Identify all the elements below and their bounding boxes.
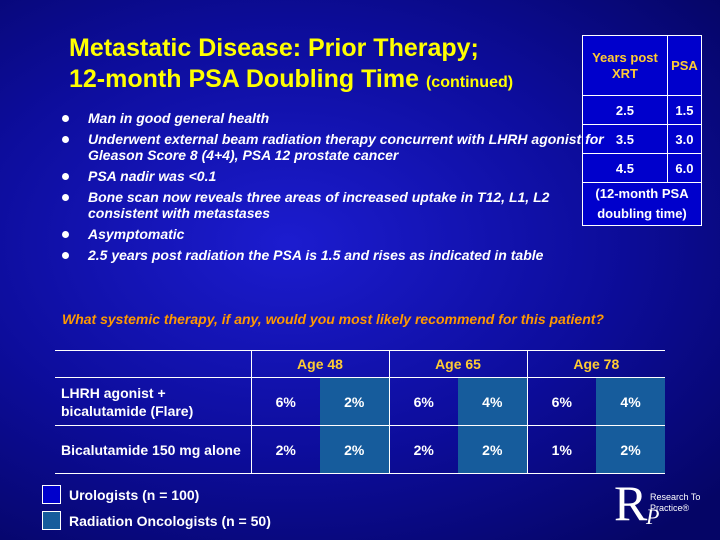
bullet-item: PSA nadir was <0.1 xyxy=(62,168,622,184)
slide-title: Metastatic Disease: Prior Therapy; 12-mo… xyxy=(69,33,569,98)
urologist-value: 1% xyxy=(526,425,597,474)
psa-years-cell: 3.5 xyxy=(582,124,668,154)
urologist-value: 2% xyxy=(250,425,320,474)
survey-question: What systemic therapy, if any, would you… xyxy=(62,311,604,327)
psa-table: Years post XRT PSA 2.5 1.5 3.5 3.0 4.5 6… xyxy=(582,35,703,226)
legend-urologists-label: Urologists (n = 100) xyxy=(69,486,200,503)
logo-letter-p: P xyxy=(646,504,660,529)
psa-value-cell: 3.0 xyxy=(666,124,703,154)
table-row: Bicalutamide 150 mg alone 2% 2% 2% 2% 1%… xyxy=(55,425,666,474)
row-label: Bicalutamide 150 mg alone xyxy=(55,425,251,474)
title-line-1: Metastatic Disease: Prior Therapy; xyxy=(69,34,479,62)
psa-years-cell: 4.5 xyxy=(582,153,668,183)
bullet-item: Underwent external beam radiation therap… xyxy=(62,131,622,163)
psa-header-years: Years post XRT xyxy=(582,35,668,96)
legend-radiation-oncologists: Radiation Oncologists (n = 50) xyxy=(42,511,271,530)
title-line-2: 12-month PSA Doubling Time (continued) xyxy=(69,64,569,98)
logo-text: Research To Practice® xyxy=(650,492,701,513)
title-line-2-text: 12-month PSA Doubling Time xyxy=(69,65,420,93)
logo-letter-r: R xyxy=(614,475,648,531)
table-row: LHRH agonist + bicalutamide (Flare) 6% 2… xyxy=(55,377,666,426)
urologists-swatch xyxy=(42,485,61,504)
radiation-oncologists-swatch xyxy=(42,511,61,530)
psa-table-note: (12-month PSA doubling time) xyxy=(582,182,702,226)
radiation-oncologist-value: 4% xyxy=(596,377,666,426)
title-suffix: (continued) xyxy=(425,74,514,91)
bullet-item: Bone scan now reveals three areas of inc… xyxy=(62,189,622,221)
radiation-oncologist-value: 4% xyxy=(458,377,528,426)
results-corner-cell xyxy=(55,350,251,378)
radiation-oncologist-value: 2% xyxy=(596,425,666,474)
age-header: Age 65 xyxy=(388,350,528,378)
legend-urologists: Urologists (n = 100) xyxy=(42,485,199,504)
bullet-item: Asymptomatic xyxy=(62,226,622,242)
age-header: Age 48 xyxy=(250,350,390,378)
psa-header-psa: PSA xyxy=(666,35,703,96)
urologist-value: 6% xyxy=(388,377,459,426)
psa-value-cell: 1.5 xyxy=(666,95,703,125)
legend-radiation-oncologists-label: Radiation Oncologists (n = 50) xyxy=(69,512,271,529)
age-header: Age 78 xyxy=(526,350,666,378)
urologist-value: 6% xyxy=(526,377,597,426)
psa-years-cell: 2.5 xyxy=(582,95,668,125)
bullet-item: Man in good general health xyxy=(62,110,622,126)
urologist-value: 2% xyxy=(388,425,459,474)
psa-value-cell: 6.0 xyxy=(666,153,703,183)
radiation-oncologist-value: 2% xyxy=(320,425,390,474)
bullet-item: 2.5 years post radiation the PSA is 1.5 … xyxy=(62,247,622,263)
urologist-value: 6% xyxy=(250,377,320,426)
research-to-practice-logo: R P Research To Practice® xyxy=(614,475,714,533)
radiation-oncologist-value: 2% xyxy=(320,377,390,426)
radiation-oncologist-value: 2% xyxy=(458,425,528,474)
row-label: LHRH agonist + bicalutamide (Flare) xyxy=(55,377,251,426)
case-bullet-list: Man in good general health Underwent ext… xyxy=(62,110,622,268)
results-table: Age 48 Age 65 Age 78 LHRH agonist + bica… xyxy=(55,350,666,474)
